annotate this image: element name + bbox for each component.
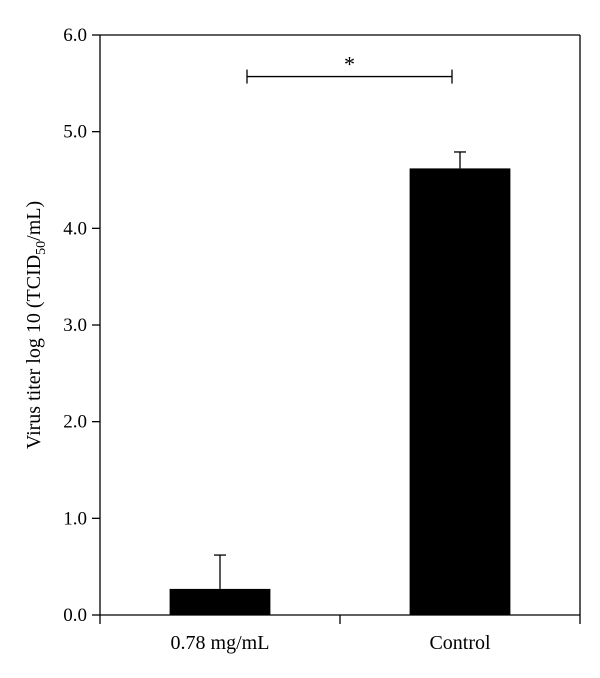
x-axis-ticks: 0.78 mg/mL Control — [99, 615, 581, 654]
y-tick-label: 1.0 — [63, 508, 87, 529]
y-tick-label: 0.0 — [63, 605, 87, 626]
y-axis-title-unit: /mL) — [23, 201, 45, 241]
significance-asterisk: * — [344, 52, 355, 77]
y-axis-title: Virus titer log 10 (TCID50/mL) — [23, 201, 49, 449]
x-tick-label: 0.78 mg/mL — [171, 632, 270, 654]
x-tick-label: Control — [429, 632, 491, 654]
y-axis-title-subscript: 50 — [34, 241, 49, 255]
bars — [169, 168, 511, 615]
y-axis-title-main: Virus titer log 10 (TCID — [23, 255, 45, 449]
error-bars — [214, 151, 466, 589]
y-tick-label: 3.0 — [63, 315, 87, 336]
bar — [409, 168, 511, 615]
y-tick-label: 4.0 — [63, 218, 87, 239]
y-tick-label: 5.0 — [63, 122, 87, 143]
significance-bracket: * — [246, 52, 453, 84]
bar — [169, 588, 271, 615]
y-tick-label: 6.0 — [63, 25, 87, 46]
y-axis-ticks: 0.0 1.0 2.0 3.0 4.0 5.0 6.0 — [63, 25, 100, 626]
y-tick-label: 2.0 — [63, 412, 87, 433]
